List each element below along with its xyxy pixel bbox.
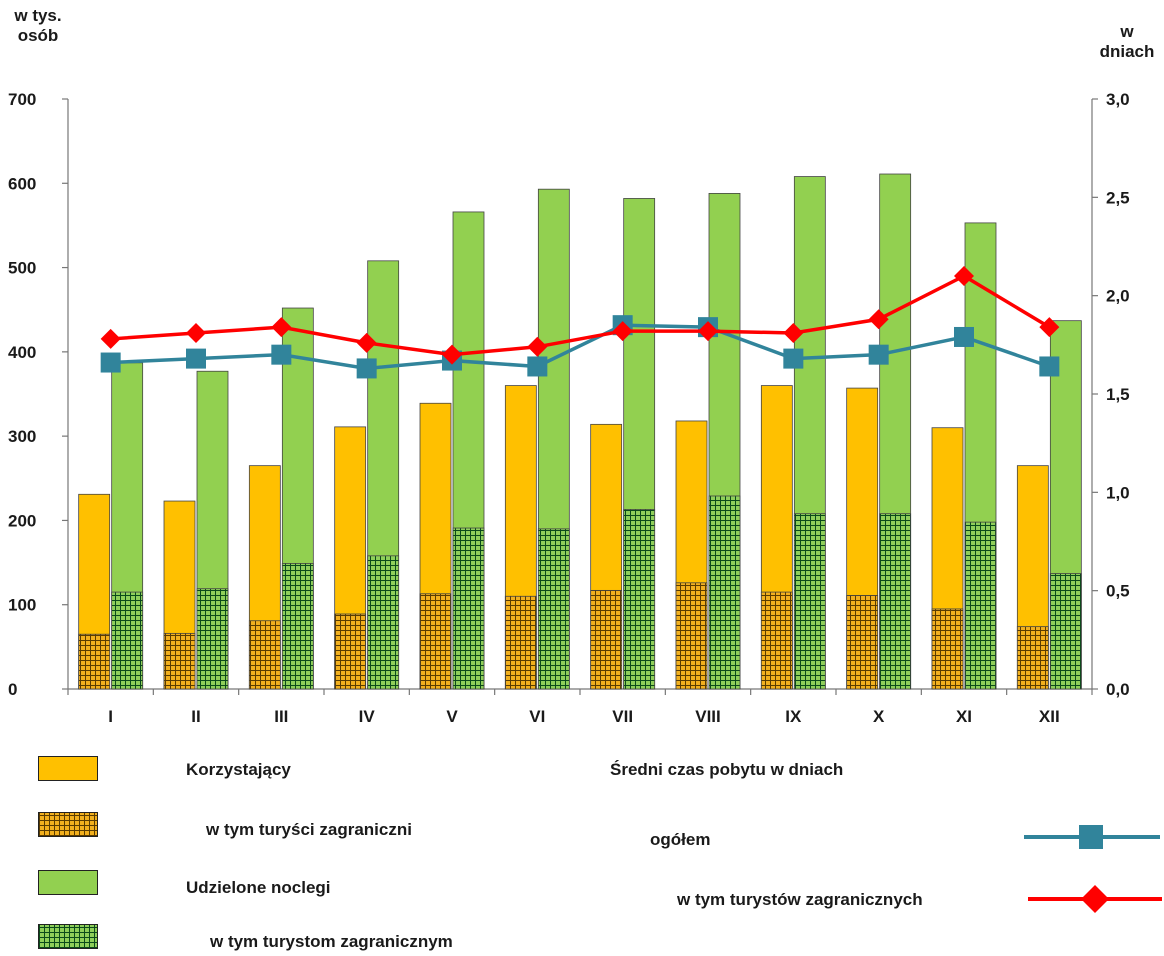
bar-turysci-zagraniczni	[846, 595, 879, 690]
point-turystow-zagranicznych	[612, 321, 633, 342]
series-turystow-zagranicznych-line	[110, 274, 1051, 357]
bar-turystom-zagranicznym	[964, 521, 997, 690]
bar-turysci-zagraniczni	[334, 613, 367, 690]
bar-turystom-zagranicznym	[111, 591, 144, 690]
left-axis-title-line2: osób	[17, 26, 59, 45]
point-turystow-zagranicznych	[783, 323, 804, 344]
point-ogolem	[868, 344, 889, 365]
x-tick-label: II	[191, 707, 200, 726]
x-tick-label: IX	[785, 707, 802, 726]
bar-turysci-zagraniczni	[760, 591, 793, 690]
bar-turystom-zagranicznym	[879, 513, 912, 690]
point-turystow-zagranicznych	[698, 321, 718, 342]
bar-turysci-zagraniczni	[1016, 626, 1049, 690]
legend-swatch-turysci-zagraniczni	[38, 812, 98, 837]
point-ogolem	[271, 344, 292, 365]
right-axis-title-line2: dniach	[1099, 42, 1155, 61]
point-turystow-zagranicznych	[271, 317, 292, 338]
bar-turysci-zagraniczni	[78, 633, 111, 690]
left-axis-title: w tys. osób	[8, 6, 68, 46]
bar-turysci-zagraniczni	[590, 589, 623, 690]
chart-plot: 0 100 200 300 400 500 600 700 0,0 0,5 1,0 1,5 2,0 2,5…	[8, 90, 1130, 726]
bar-turysci-zagraniczni	[419, 593, 452, 690]
right-tick-label: 2,0	[1106, 287, 1130, 306]
bar-turystom-zagranicznym	[367, 555, 400, 690]
point-turystow-zagranicznych	[954, 266, 974, 286]
right-tick-label: 0,0	[1106, 680, 1130, 699]
legend-label-turystom-zagranicznym: w tym turystom zagranicznym	[210, 932, 453, 951]
legend-label-korzystajacy: Korzystający	[186, 760, 291, 779]
legend-swatch-udzielone-noclegi	[38, 870, 98, 895]
axes-layer	[62, 98, 1098, 695]
lines-layer	[100, 266, 1060, 379]
point-ogolem	[954, 326, 974, 347]
point-ogolem	[527, 356, 548, 377]
bar-turysci-zagraniczni	[931, 608, 964, 690]
point-turystow-zagranicznych	[868, 309, 889, 330]
x-tick-label: I	[108, 707, 113, 726]
x-tick-label: VII	[612, 707, 633, 726]
bar-turystom-zagranicznym	[281, 563, 314, 690]
legend-swatch-korzystajacy	[38, 756, 98, 781]
left-tick-label: 200	[8, 511, 36, 530]
legend-label-turysci-zagraniczni: w tym turyści zagraniczni	[206, 820, 412, 839]
left-tick-label: 300	[8, 427, 36, 446]
point-ogolem	[100, 352, 121, 373]
legend-line-ogolem	[1024, 825, 1160, 849]
series-ogolem-line	[110, 323, 1050, 371]
left-axis-title-line1: w tys.	[14, 6, 62, 25]
bar-turysci-zagraniczni	[504, 595, 537, 690]
bar-turystom-zagranicznym	[1049, 573, 1082, 690]
left-tick-label: 600	[8, 174, 36, 193]
left-tick-label: 100	[8, 596, 36, 615]
bar-turystom-zagranicznym	[537, 528, 570, 690]
point-ogolem	[1039, 356, 1060, 377]
legend-swatch-turystom-zagranicznym	[38, 924, 98, 949]
x-tick-label: XII	[1039, 707, 1060, 726]
bar-turysci-zagraniczni	[248, 620, 281, 690]
point-turystow-zagranicznych	[1039, 317, 1060, 338]
point-turystow-zagranicznych	[100, 328, 121, 349]
point-turystow-zagranicznych	[186, 323, 206, 344]
bar-turystom-zagranicznym	[196, 588, 229, 690]
right-axis-title-line1: w	[1120, 22, 1134, 41]
x-tick-label: VI	[529, 707, 545, 726]
legend-line-turystow-zagranicznych	[1028, 885, 1162, 913]
right-tick-label: 1,0	[1106, 483, 1130, 502]
point-turystow-zagranicznych	[356, 332, 377, 353]
bar-turystom-zagranicznym	[452, 527, 485, 690]
labels-layer: 0 100 200 300 400 500 600 700 0,0 0,5 1,0 1,5 2,0 2,5…	[8, 90, 1130, 726]
bars-layer	[78, 173, 1082, 690]
legend-title-sredni-czas: Średni czas pobytu w dniach	[610, 760, 844, 779]
bar-turystom-zagranicznym	[708, 495, 741, 690]
point-ogolem	[356, 358, 377, 379]
x-tick-label: V	[446, 707, 458, 726]
bar-turysci-zagraniczni	[675, 582, 708, 690]
x-tick-label: III	[274, 707, 288, 726]
point-turystow-zagranicznych	[442, 344, 462, 365]
point-ogolem	[783, 348, 804, 369]
x-tick-label: XI	[956, 707, 972, 726]
x-tick-label: VIII	[695, 707, 721, 726]
legend-label-udzielone-noclegi: Udzielone noclegi	[186, 878, 331, 897]
bar-turysci-zagraniczni	[163, 632, 196, 690]
left-tick-label: 400	[8, 343, 36, 362]
left-tick-label: 0	[8, 680, 17, 699]
right-axis-title: w dniach	[1092, 22, 1162, 62]
bar-turystom-zagranicznym	[623, 509, 656, 690]
left-tick-label: 700	[8, 90, 36, 109]
right-tick-label: 3,0	[1106, 90, 1130, 109]
left-tick-label: 500	[8, 259, 36, 278]
right-tick-label: 2,5	[1106, 188, 1130, 207]
point-ogolem	[186, 348, 206, 369]
x-tick-label: IV	[359, 707, 376, 726]
point-turystow-zagranicznych	[527, 336, 548, 357]
x-tick-label: X	[873, 707, 885, 726]
right-tick-label: 0,5	[1106, 582, 1130, 601]
bar-turystom-zagranicznym	[793, 513, 826, 690]
right-tick-label: 1,5	[1106, 385, 1130, 404]
legend-label-ogolem: ogółem	[650, 830, 711, 849]
legend-label-turystow-zagranicznych: w tym turystów zagranicznych	[677, 890, 923, 909]
